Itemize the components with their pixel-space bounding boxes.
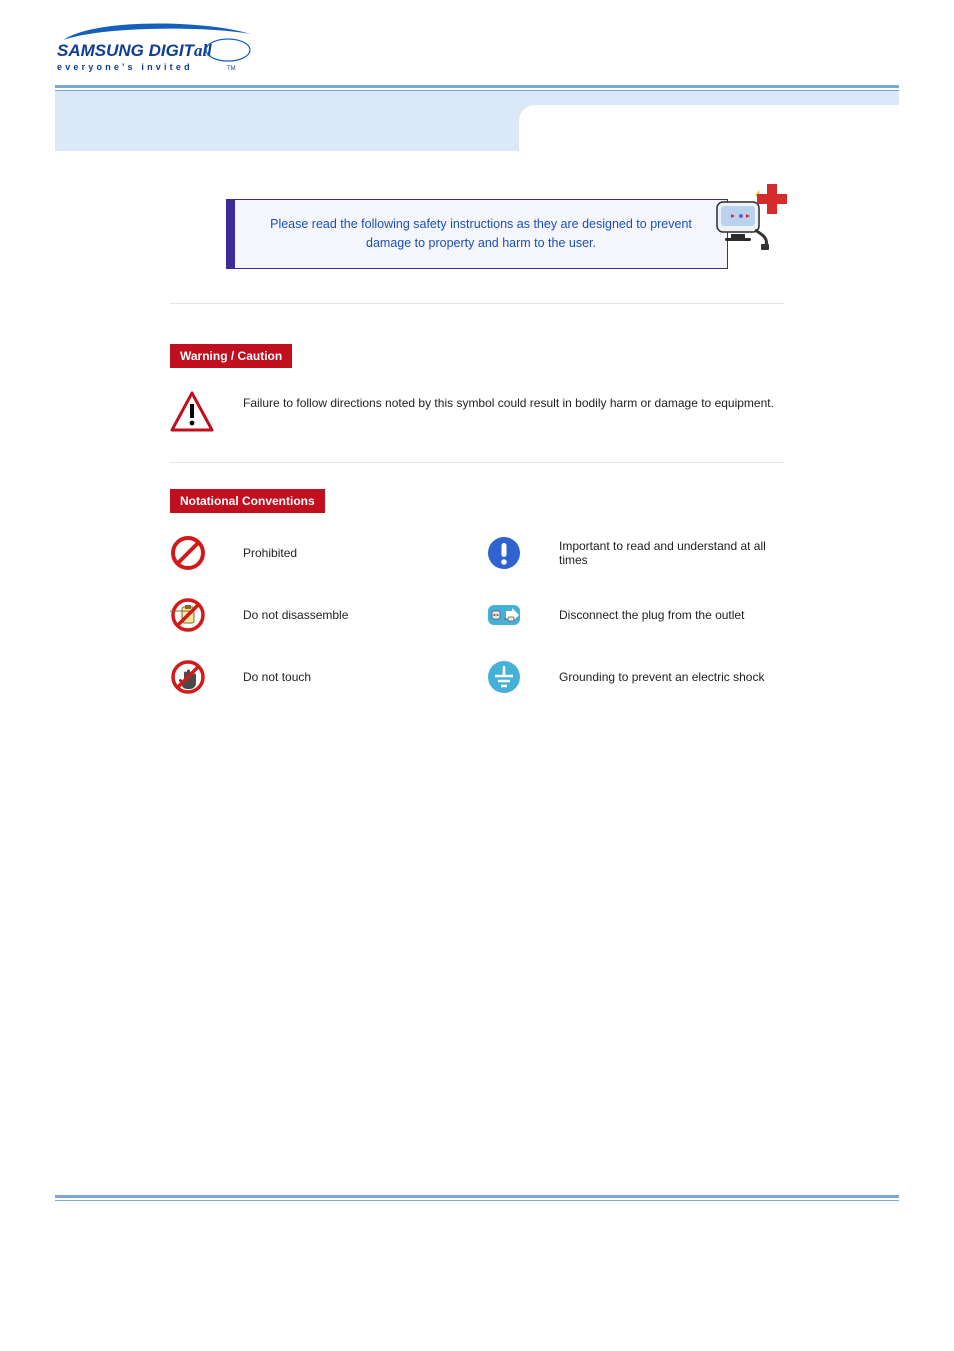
no-disassemble-icon bbox=[170, 597, 225, 633]
important-label: Important to read and understand at all … bbox=[559, 539, 784, 567]
notational-conventions-tag: Notational Conventions bbox=[170, 489, 325, 513]
unplug-icon bbox=[486, 597, 541, 633]
warning-caution-tag: Warning / Caution bbox=[170, 344, 292, 368]
logo-tagline: everyone's invited bbox=[57, 62, 193, 72]
no-disassemble-label: Do not disassemble bbox=[243, 608, 468, 622]
separator bbox=[170, 303, 784, 304]
prohibited-label: Prohibited bbox=[243, 546, 468, 560]
warning-triangle-icon bbox=[170, 390, 225, 434]
svg-text:SAMSUNG DIGITall: SAMSUNG DIGITall bbox=[57, 41, 212, 60]
first-aid-monitor-icon bbox=[711, 178, 789, 256]
content-area: Warning / Caution Failure to follow dire… bbox=[170, 303, 784, 695]
ground-label: Grounding to prevent an electric shock bbox=[559, 670, 784, 684]
unplug-label: Disconnect the plug from the outlet bbox=[559, 608, 784, 622]
notice-left-bar bbox=[227, 200, 235, 268]
samsung-digitall-logo: SAMSUNG DIGITall everyone's invited TM bbox=[55, 22, 255, 77]
no-touch-icon bbox=[170, 659, 225, 695]
logo-main-text: SAMSUNG DIGIT bbox=[57, 41, 196, 60]
logo-tm: TM bbox=[227, 66, 236, 72]
safety-notice-box: Please read the following safety instruc… bbox=[226, 199, 728, 269]
bottom-double-rule bbox=[55, 1195, 899, 1201]
notice-text: Please read the following safety instruc… bbox=[235, 215, 727, 254]
logo-area: SAMSUNG DIGITall everyone's invited TM bbox=[0, 0, 954, 85]
svg-text:everyone's invited: everyone's invited bbox=[57, 62, 193, 72]
notice-wrap: Please read the following safety instruc… bbox=[0, 199, 954, 269]
notational-grid: Prohibited Important to read and underst… bbox=[170, 535, 784, 695]
ground-icon bbox=[486, 659, 541, 695]
no-touch-label: Do not touch bbox=[243, 670, 468, 684]
prohibited-icon bbox=[170, 535, 225, 571]
header-banner-notch bbox=[519, 105, 899, 151]
warning-row: Failure to follow directions noted by th… bbox=[170, 390, 784, 434]
header-banner bbox=[55, 91, 899, 151]
separator bbox=[170, 462, 784, 463]
important-icon bbox=[486, 535, 541, 571]
warning-body-text: Failure to follow directions noted by th… bbox=[243, 390, 784, 412]
